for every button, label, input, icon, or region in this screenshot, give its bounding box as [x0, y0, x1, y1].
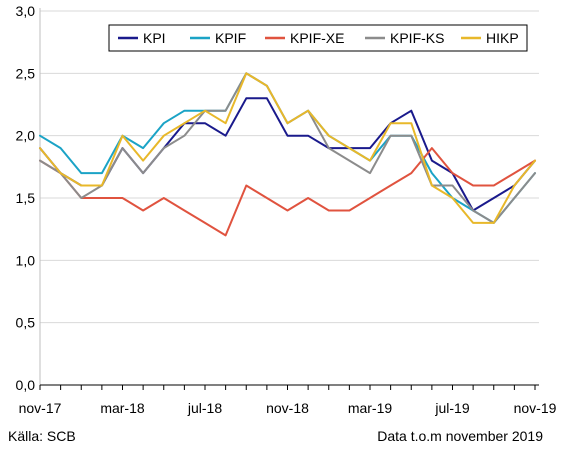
series-lines: [39, 72, 536, 237]
x-axis: nov-17 mar-18 jul-18 nov-18 mar-19 jul-19 nov-…: [19, 384, 557, 416]
legend-label: KPI: [143, 30, 166, 46]
series-line-hikp: [39, 72, 536, 224]
y-tick-label: 0,5: [16, 315, 36, 331]
legend-label: KPIF: [215, 30, 246, 46]
source-note: Källa: SCB: [8, 428, 76, 444]
y-tick-label: 2,5: [16, 65, 36, 81]
x-tick-label: nov-18: [266, 400, 309, 416]
legend-label: KPIF-XE: [290, 30, 344, 46]
y-tick-label: 3,0: [16, 3, 36, 19]
legend: KPI KPIF KPIF-XE KPIF-KS HIKP: [108, 24, 528, 52]
x-tick-label: mar-18: [100, 400, 145, 416]
series-line-kpif-ks: [39, 72, 536, 224]
y-tick-label: 0,0: [16, 377, 36, 393]
y-tick-label: 1,5: [16, 190, 36, 206]
legend-label: KPIF-KS: [390, 30, 444, 46]
y-tick-label: 1,0: [16, 252, 36, 268]
x-tick-label: jul-19: [434, 400, 469, 416]
data-until-note: Data t.o.m november 2019: [377, 428, 543, 444]
x-tick-label: nov-19: [514, 400, 557, 416]
y-tick-label: 2,0: [16, 128, 36, 144]
x-tick-label: nov-17: [19, 400, 62, 416]
grid-lines: [40, 10, 539, 324]
series-line-kpif-xe: [39, 147, 536, 237]
legend-box: [108, 24, 528, 52]
legend-label: HIKP: [486, 30, 519, 46]
y-axis: 0,0 0,5 1,0 1,5 2,0 2,5 3,0: [16, 3, 41, 393]
series-line-kpif: [39, 72, 536, 224]
x-tick-label: jul-18: [187, 400, 222, 416]
x-tick-label: mar-19: [348, 400, 393, 416]
